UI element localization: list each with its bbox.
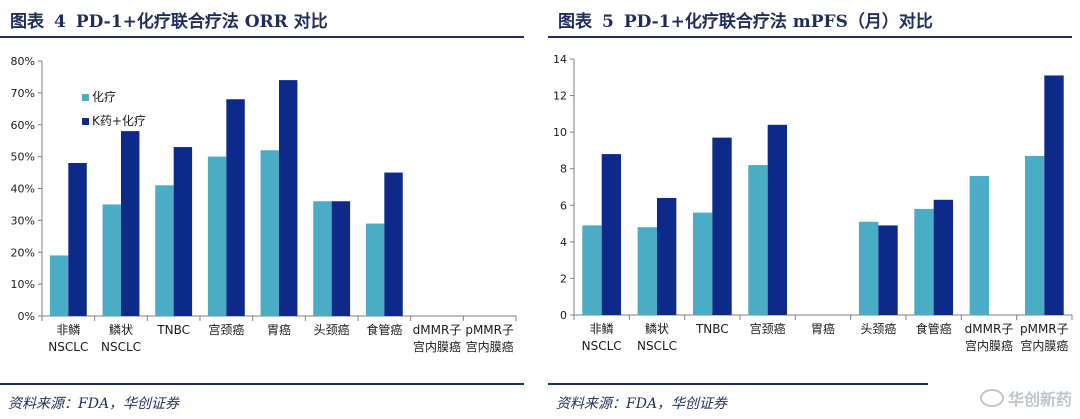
bar-chemo [207,156,227,316]
bar-combo [226,99,245,316]
orr-figure-number: 4 [54,12,66,32]
bar-combo [331,201,351,316]
x-category-label: 宫内膜癌 [965,338,1013,353]
x-category-label: TNBC [695,322,729,336]
y-tick-label: 30% [11,214,35,227]
orr-top-rule [0,36,524,38]
y-tick-label: 10 [553,126,567,139]
x-category-label: 头颈癌 [860,321,896,336]
legend-swatch [82,118,89,125]
mpfs-bottom-rule [548,383,928,385]
mpfs-chart-title: 图表 5 PD-1+化疗联合疗法 mPFS（月）对比 [558,7,933,32]
watermark-text: 华创新药 [1007,390,1072,409]
x-category-label: 胃癌 [267,322,291,337]
bar-combo [657,197,677,315]
x-category-label: NSCLC [48,340,88,354]
y-tick-label: 4 [560,236,567,249]
y-tick-label: 10% [11,278,35,291]
wechat-icon [979,389,1004,407]
orr-bottom-rule [0,383,524,385]
bar-chemo [49,255,69,316]
x-category-label: 鳞状 [645,322,669,336]
x-category-label: pMMR子 [465,323,514,337]
legend-swatch [82,94,89,101]
bar-chemo [692,212,713,315]
mpfs-bar-chart: 0 2 4 6 8 10 12 14 非鳞 NSCLC 鳞状 NSCLC TNBC 宫颈癌 胃癌 头颈癌 食管癌… [553,53,1073,353]
y-tick-label: 20% [11,246,35,259]
bar-combo [173,147,193,316]
y-tick-label: 6 [560,199,567,212]
mpfs-panel: 图表 5 PD-1+化疗联合疗法 mPFS（月）对比 0 2 4 6 8 10 12 14 非鳞 NS… [548,0,1080,419]
bar-combo [767,124,788,315]
x-category-label: 食管癌 [916,321,952,336]
y-tick-label: 50% [11,151,35,164]
y-tick-label: 60% [11,119,35,132]
x-category-label: TNBC [156,323,190,337]
x-category-label: dMMR子 [413,323,462,337]
x-category-label: 头颈癌 [314,322,350,337]
bar-combo [601,154,622,315]
mpfs-source: 资料来源：FDA，华创证券 [556,396,728,412]
bar-chemo [637,227,657,315]
bar-combo [1044,75,1064,315]
x-category-label: NSCLC [637,339,677,353]
mpfs-figure-label: 图表 [558,12,592,32]
x-category-label: 宫颈癌 [208,322,244,337]
bar-chemo [365,223,385,316]
x-category-label: NSCLC [101,340,141,354]
orr-panel: 图表 4 PD-1+化疗联合疗法 ORR 对比 0% 10% 20% 30% 40% 50% 6… [0,0,530,419]
y-tick-label: 8 [560,163,567,176]
x-category-label: dMMR子 [965,322,1014,336]
orr-figure-label: 图表 [10,12,44,32]
legend-label: 化疗 [92,90,116,104]
x-category-label: 非鳞 [590,322,614,336]
bar-chemo [155,185,174,316]
x-category-label: 鳞状 [109,323,133,337]
bar-combo [279,80,298,316]
watermark: 华创新药 [979,386,1072,410]
bar-combo [712,137,732,315]
bar-combo [68,163,87,316]
bar-chemo [582,225,602,315]
y-tick-label: 40% [11,183,35,196]
y-tick-label: 80% [11,55,35,68]
y-tick-label: 12 [553,90,567,103]
mpfs-title-text: PD-1+化疗联合疗法 mPFS（月）对比 [623,12,933,32]
y-tick-label: 14 [553,53,567,66]
x-category-label: pMMR子 [1020,322,1069,336]
x-category-label: 宫内膜癌 [413,339,461,354]
y-tick-label: 0 [560,309,567,322]
bar-combo [384,172,403,316]
x-category-label: 非鳞 [56,323,80,337]
bar-chemo [102,204,121,316]
orr-title-text: PD-1+化疗联合疗法 ORR 对比 [75,12,328,32]
x-category-label: 胃癌 [811,321,835,336]
bar-combo [121,131,140,316]
mpfs-figure-number: 5 [602,12,614,32]
x-category-label: 食管癌 [366,322,402,337]
bar-combo [933,199,954,315]
orr-chart-title: 图表 4 PD-1+化疗联合疗法 ORR 对比 [10,7,328,32]
y-tick-label: 70% [11,87,35,100]
bar-chemo [260,150,279,316]
orr-source: 资料来源：FDA，华创证券 [8,396,180,412]
bar-chemo [313,201,332,316]
x-category-label: 宫内膜癌 [466,339,514,354]
bar-chemo [1024,155,1045,315]
bar-chemo [858,221,879,315]
orr-bar-chart: 0% 10% 20% 30% 40% 50% 60% 70% 80% 非鳞 NSCLC 鳞状 NSCLC… [11,55,517,354]
y-tick-label: 0% [18,310,35,323]
x-category-label: 宫内膜癌 [1020,338,1068,353]
bar-chemo [748,165,768,315]
legend-label: K药+化疗 [92,114,146,128]
y-tick-label: 2 [560,272,567,285]
bar-chemo [969,176,989,315]
bar-chemo [914,208,934,315]
x-category-label: 宫颈癌 [750,321,786,336]
mpfs-top-rule [548,36,1072,38]
bar-combo [878,225,898,315]
x-category-label: NSCLC [582,339,622,353]
